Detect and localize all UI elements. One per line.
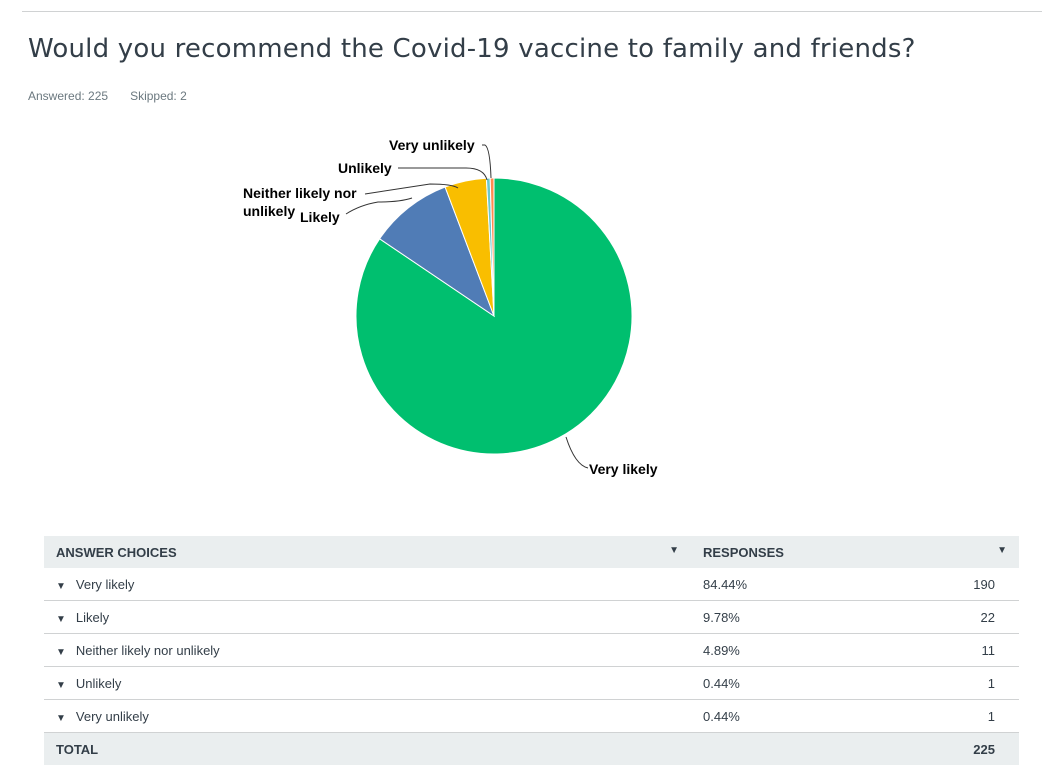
caret-down-icon[interactable]: ▼: [56, 712, 66, 724]
percent-cell: 0.44%: [691, 666, 869, 700]
callout-unlikely: Unlikely: [338, 160, 392, 176]
answer-label: Likely: [75, 609, 110, 625]
caret-down-icon[interactable]: ▼: [56, 580, 66, 592]
caret-down-icon[interactable]: ▼: [669, 544, 679, 556]
total-row: Total 225: [44, 732, 1019, 765]
table-row: ▼ Very unlikely 0.44% 1: [44, 699, 1019, 733]
percent-cell: 84.44%: [691, 568, 869, 601]
table-row: ▼ Neither likely nor unlikely 4.89% 11: [44, 633, 1019, 667]
answer-cell[interactable]: ▼ Very unlikely: [44, 699, 691, 733]
count-cell: 11: [868, 633, 1019, 667]
pie-chart: Very likely Likely Neither likely nor unlik…: [243, 137, 658, 477]
leader-line-very-unlikely: [482, 144, 492, 179]
question-title: Would you recommend the Covid-19 vaccine…: [28, 34, 916, 64]
answer-label: Unlikely: [75, 675, 122, 691]
answer-cell[interactable]: ▼ Likely: [44, 600, 691, 634]
count-cell: 1: [868, 699, 1019, 733]
answer-cell[interactable]: ▼ Very likely: [44, 568, 691, 601]
leader-line-neither: [364, 183, 459, 195]
skipped-count: Skipped: 2: [130, 89, 187, 103]
total-count: 225: [868, 732, 1019, 765]
total-label: Total: [44, 732, 691, 765]
responses-header[interactable]: Responses ▼: [691, 536, 1019, 568]
caret-down-icon[interactable]: ▼: [56, 679, 66, 691]
count-cell: 1: [868, 666, 1019, 700]
top-divider: [22, 11, 1042, 12]
callout-very-likely: Very likely: [589, 461, 658, 477]
answered-count: Answered: 225: [28, 89, 109, 103]
answer-cell[interactable]: ▼ Unlikely: [44, 666, 691, 700]
slice-likely[interactable]: [378, 186, 496, 318]
table-row: ▼ Unlikely 0.44% 1: [44, 666, 1019, 700]
leader-line-unlikely: [398, 167, 488, 181]
count-cell: 22: [868, 600, 1019, 634]
total-spacer: [691, 732, 869, 765]
caret-down-icon[interactable]: ▼: [56, 613, 66, 625]
results-table: Answer Choices ▼ Responses ▼ ▼ Very likel…: [44, 536, 1019, 765]
callout-neither-line1: Neither likely nor: [243, 185, 357, 201]
answer-choices-header[interactable]: Answer Choices ▼: [44, 536, 691, 568]
percent-cell: 4.89%: [691, 633, 869, 667]
callout-very-unlikely: Very unlikely: [389, 137, 475, 153]
response-summary: Answered: 225 Skipped: 2: [28, 89, 187, 103]
answer-label: Very likely: [75, 576, 135, 592]
callout-likely: Likely: [300, 209, 340, 225]
leader-line-very-likely: [565, 436, 589, 469]
count-cell: 190: [868, 568, 1019, 601]
responses-header-label: Responses: [703, 544, 784, 560]
percent-cell: 0.44%: [691, 699, 869, 733]
caret-down-icon[interactable]: ▼: [997, 544, 1007, 556]
percent-cell: 9.78%: [691, 600, 869, 634]
answer-cell[interactable]: ▼ Neither likely nor unlikely: [44, 633, 691, 667]
answer-label: Very unlikely: [75, 708, 149, 724]
callout-neither-line2: unlikely: [243, 203, 295, 219]
table-row: ▼ Very likely 84.44% 190: [44, 568, 1019, 601]
slice-very-unlikely[interactable]: [489, 177, 495, 317]
caret-down-icon[interactable]: ▼: [56, 646, 66, 658]
leader-line-likely: [345, 197, 413, 215]
answer-label: Neither likely nor unlikely: [75, 642, 220, 658]
table-row: ▼ Likely 9.78% 22: [44, 600, 1019, 634]
answer-choices-header-label: Answer Choices: [56, 544, 177, 560]
table-header-row: Answer Choices ▼ Responses ▼: [44, 536, 1019, 568]
